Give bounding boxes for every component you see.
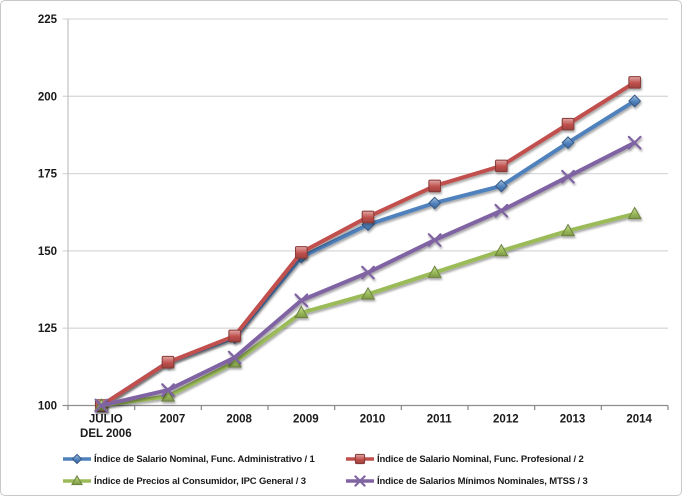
legend-label: Índice de Salarios Mínimos Nominales, MT…: [377, 475, 588, 487]
legend-item-ipc-general: Índice de Precios al Consumidor, IPC Gen…: [62, 473, 306, 489]
svg-text:225: 225: [38, 14, 58, 26]
legend-label: Índice de Precios al Consumidor, IPC Gen…: [94, 475, 306, 487]
legend-item-salario-administrativo: Índice de Salario Nominal, Func. Adminis…: [62, 451, 315, 467]
svg-text:125: 125: [38, 323, 58, 335]
svg-text:200: 200: [38, 91, 57, 103]
svg-text:100: 100: [38, 401, 57, 413]
svg-text:2014: 2014: [626, 414, 652, 426]
svg-text:DEL 2006: DEL 2006: [80, 428, 132, 440]
legend-marker-diamond-icon: [63, 453, 91, 465]
svg-text:2013: 2013: [560, 414, 586, 426]
legend-label: Índice de Salario Nominal, Func. Adminis…: [94, 453, 315, 465]
legend-item-salario-profesional: Índice de Salario Nominal, Func. Profesi…: [345, 451, 584, 467]
svg-text:2012: 2012: [493, 414, 519, 426]
svg-text:JULIO: JULIO: [89, 414, 123, 426]
svg-text:2008: 2008: [226, 414, 252, 426]
svg-text:175: 175: [38, 169, 58, 181]
svg-text:2010: 2010: [360, 414, 386, 426]
svg-text:2009: 2009: [293, 414, 319, 426]
svg-text:2011: 2011: [427, 414, 453, 426]
legend-marker-square-icon: [346, 453, 374, 465]
legend-marker-triangle-icon: [63, 474, 91, 486]
legend-item-salarios-minimos: Índice de Salarios Mínimos Nominales, MT…: [345, 473, 588, 489]
svg-text:2007: 2007: [160, 414, 186, 426]
legend-label: Índice de Salario Nominal, Func. Profesi…: [377, 453, 584, 465]
legend-marker-x-icon: [346, 475, 374, 487]
svg-text:150: 150: [38, 246, 57, 258]
